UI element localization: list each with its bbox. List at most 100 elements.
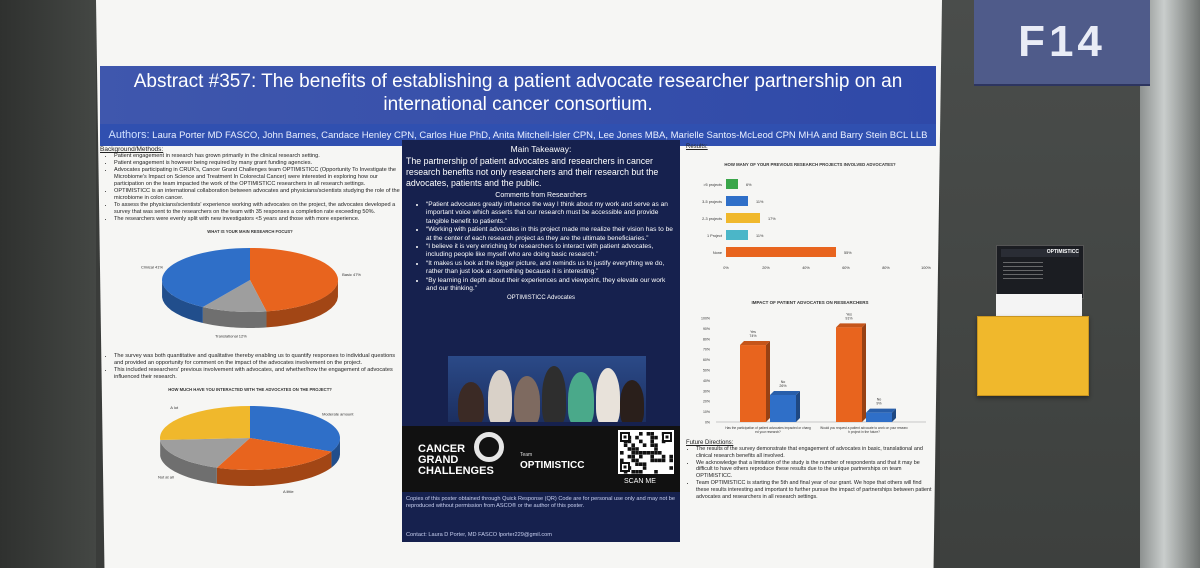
interaction-chart-title: HOW MUCH HAVE YOU INTERACTED WITH THE AD… (168, 387, 332, 392)
bar (726, 230, 748, 240)
future-list: The results of the survey demonstrate th… (686, 446, 934, 500)
bar-side (796, 390, 800, 422)
bar (726, 247, 836, 257)
future-heading: Future Directions: (686, 440, 734, 446)
quote-item: “I believe it is very enriching for rese… (426, 243, 674, 260)
qr-module (635, 458, 639, 463)
qr-module (650, 435, 654, 440)
optimisticc-card: OPTIMISTICC (996, 245, 1084, 299)
cgc-ring-logo (474, 432, 504, 462)
qr-module (654, 443, 658, 447)
results-column: Results: HOW MANY OF YOUR PREVIOUS RESEA… (686, 144, 934, 564)
board-edge (1140, 0, 1200, 568)
bar-category-label: Would you request a patient advocate to … (820, 426, 908, 430)
qr-module (635, 451, 639, 455)
poster: Abstract #357: The benefits of establish… (96, 0, 942, 568)
takeaway-heading: Main Takeaway: (510, 144, 572, 154)
quote-item: “It makes us look at the bigger picture,… (426, 260, 674, 277)
qr-module (650, 458, 654, 463)
qr-module (650, 439, 654, 444)
qr-module (669, 454, 673, 459)
y-tick-label: 40% (703, 379, 710, 383)
impact-bar-chart: IMPACT OF PATIENT ADVOCATES ON RESEARCHE… (701, 300, 926, 434)
authors-list: Laura Porter MD FASCO, John Barnes, Cand… (152, 130, 928, 141)
bar-category-label: >5 projects (703, 183, 722, 187)
qr-module (642, 466, 647, 470)
cgc-wordmark: CANCER GRAND CHALLENGES (418, 444, 494, 477)
pie-slice-side (266, 280, 338, 328)
quote-item: “Working with patient advocates in this … (426, 226, 674, 243)
x-tick-label: 20% (762, 266, 770, 270)
cgc-word: GRAND (418, 454, 459, 466)
research-focus-pie-chart: Basic 47% Translational 12% Clinical 41% (141, 248, 361, 338)
bar-top (866, 408, 896, 413)
qr-code[interactable] (618, 430, 674, 474)
list-item: The results of the survey demonstrate th… (696, 446, 934, 460)
previous-projects-bar-chart: HOW MANY OF YOUR PREVIOUS RESEARCH PROJE… (702, 162, 931, 270)
x-tick-label: 60% (842, 266, 850, 270)
y-tick-label: 60% (703, 358, 710, 362)
list-item: Team OPTIMISTICC is starting the 5th and… (696, 480, 934, 500)
qr-module (639, 451, 643, 455)
pie-label: Clinical 41% (141, 264, 163, 269)
qr-module (631, 454, 635, 459)
bar-top (770, 390, 800, 395)
y-tick-label: 100% (701, 317, 710, 321)
bar (770, 394, 796, 422)
y-tick-label: 0% (705, 421, 710, 425)
person-figure (514, 376, 540, 422)
pie-slice-side (160, 440, 217, 484)
interaction-pie-chart: Moderate amount A little Not at all A lot (158, 405, 354, 494)
bar-value-label: 55% (844, 251, 852, 255)
list-item: The survey was both quantitative and qua… (114, 353, 400, 367)
qr-module (654, 458, 658, 463)
bar-category-label-cont: h project in the future? (848, 430, 880, 434)
bar (726, 213, 760, 223)
bar (740, 345, 766, 422)
qr-finder-center (623, 435, 627, 439)
quotes-list: “Patient advocates greatly influence the… (402, 201, 680, 293)
focus-chart-title: WHAT IS YOUR MAIN RESEARCH FOCUS? (207, 229, 293, 234)
qr-module (631, 443, 635, 447)
y-tick-label: 10% (703, 410, 710, 414)
bar-value-label: 74% (749, 334, 757, 338)
qr-module (623, 443, 628, 447)
qr-module (654, 451, 658, 455)
pie-label: Not at all (158, 475, 174, 480)
results-heading: Results: (686, 144, 708, 150)
pie-slice-side (202, 307, 267, 328)
list-item: Patient engagement in research has grown… (114, 153, 400, 160)
team-label: Team (520, 452, 533, 458)
y-tick-label: 50% (703, 369, 710, 373)
pie-slice-side (162, 281, 203, 324)
comments-heading: Comments from Researchers (495, 192, 587, 199)
takeaway-text: The partnership of patient advocates and… (406, 156, 659, 188)
qr-module (669, 466, 673, 470)
contact-text: Contact: Laura D Porter, MD FASCO lporte… (406, 532, 552, 538)
bar (726, 196, 748, 206)
authors-label: Authors: (108, 129, 150, 141)
pie-slice (216, 438, 332, 470)
cancer-grand-challenges-panel: CANCER GRAND CHALLENGES Team OPTIMISTICC… (402, 426, 680, 492)
x-tick-label: 0% (723, 266, 729, 270)
poster-title: Abstract #357: The benefits of establish… (133, 71, 903, 115)
bar-value-label: 91% (845, 316, 853, 320)
qr-module (658, 451, 662, 455)
person-figure (596, 368, 620, 422)
x-tick-label: 80% (882, 266, 890, 270)
list-item: OPTIMISTICC is an international collabor… (114, 188, 400, 202)
advocates-caption: OPTIMISTICC Advocates (506, 295, 576, 302)
card-label: OPTIMISTICC (1046, 249, 1079, 255)
bar-series-label: Yes (846, 312, 852, 316)
qr-module (658, 458, 662, 463)
bar (866, 412, 892, 422)
qr-module (635, 470, 639, 474)
list-item: To assess the physicians/scientists' exp… (114, 202, 400, 216)
pie-slice (202, 280, 267, 312)
qr-module (650, 443, 654, 447)
quote-item: “Patient advocates greatly influence the… (426, 201, 674, 226)
qr-module (654, 470, 658, 474)
pie-slice-side (331, 438, 340, 468)
x-tick-label: 100% (921, 266, 931, 270)
y-tick-label: 30% (703, 389, 710, 393)
